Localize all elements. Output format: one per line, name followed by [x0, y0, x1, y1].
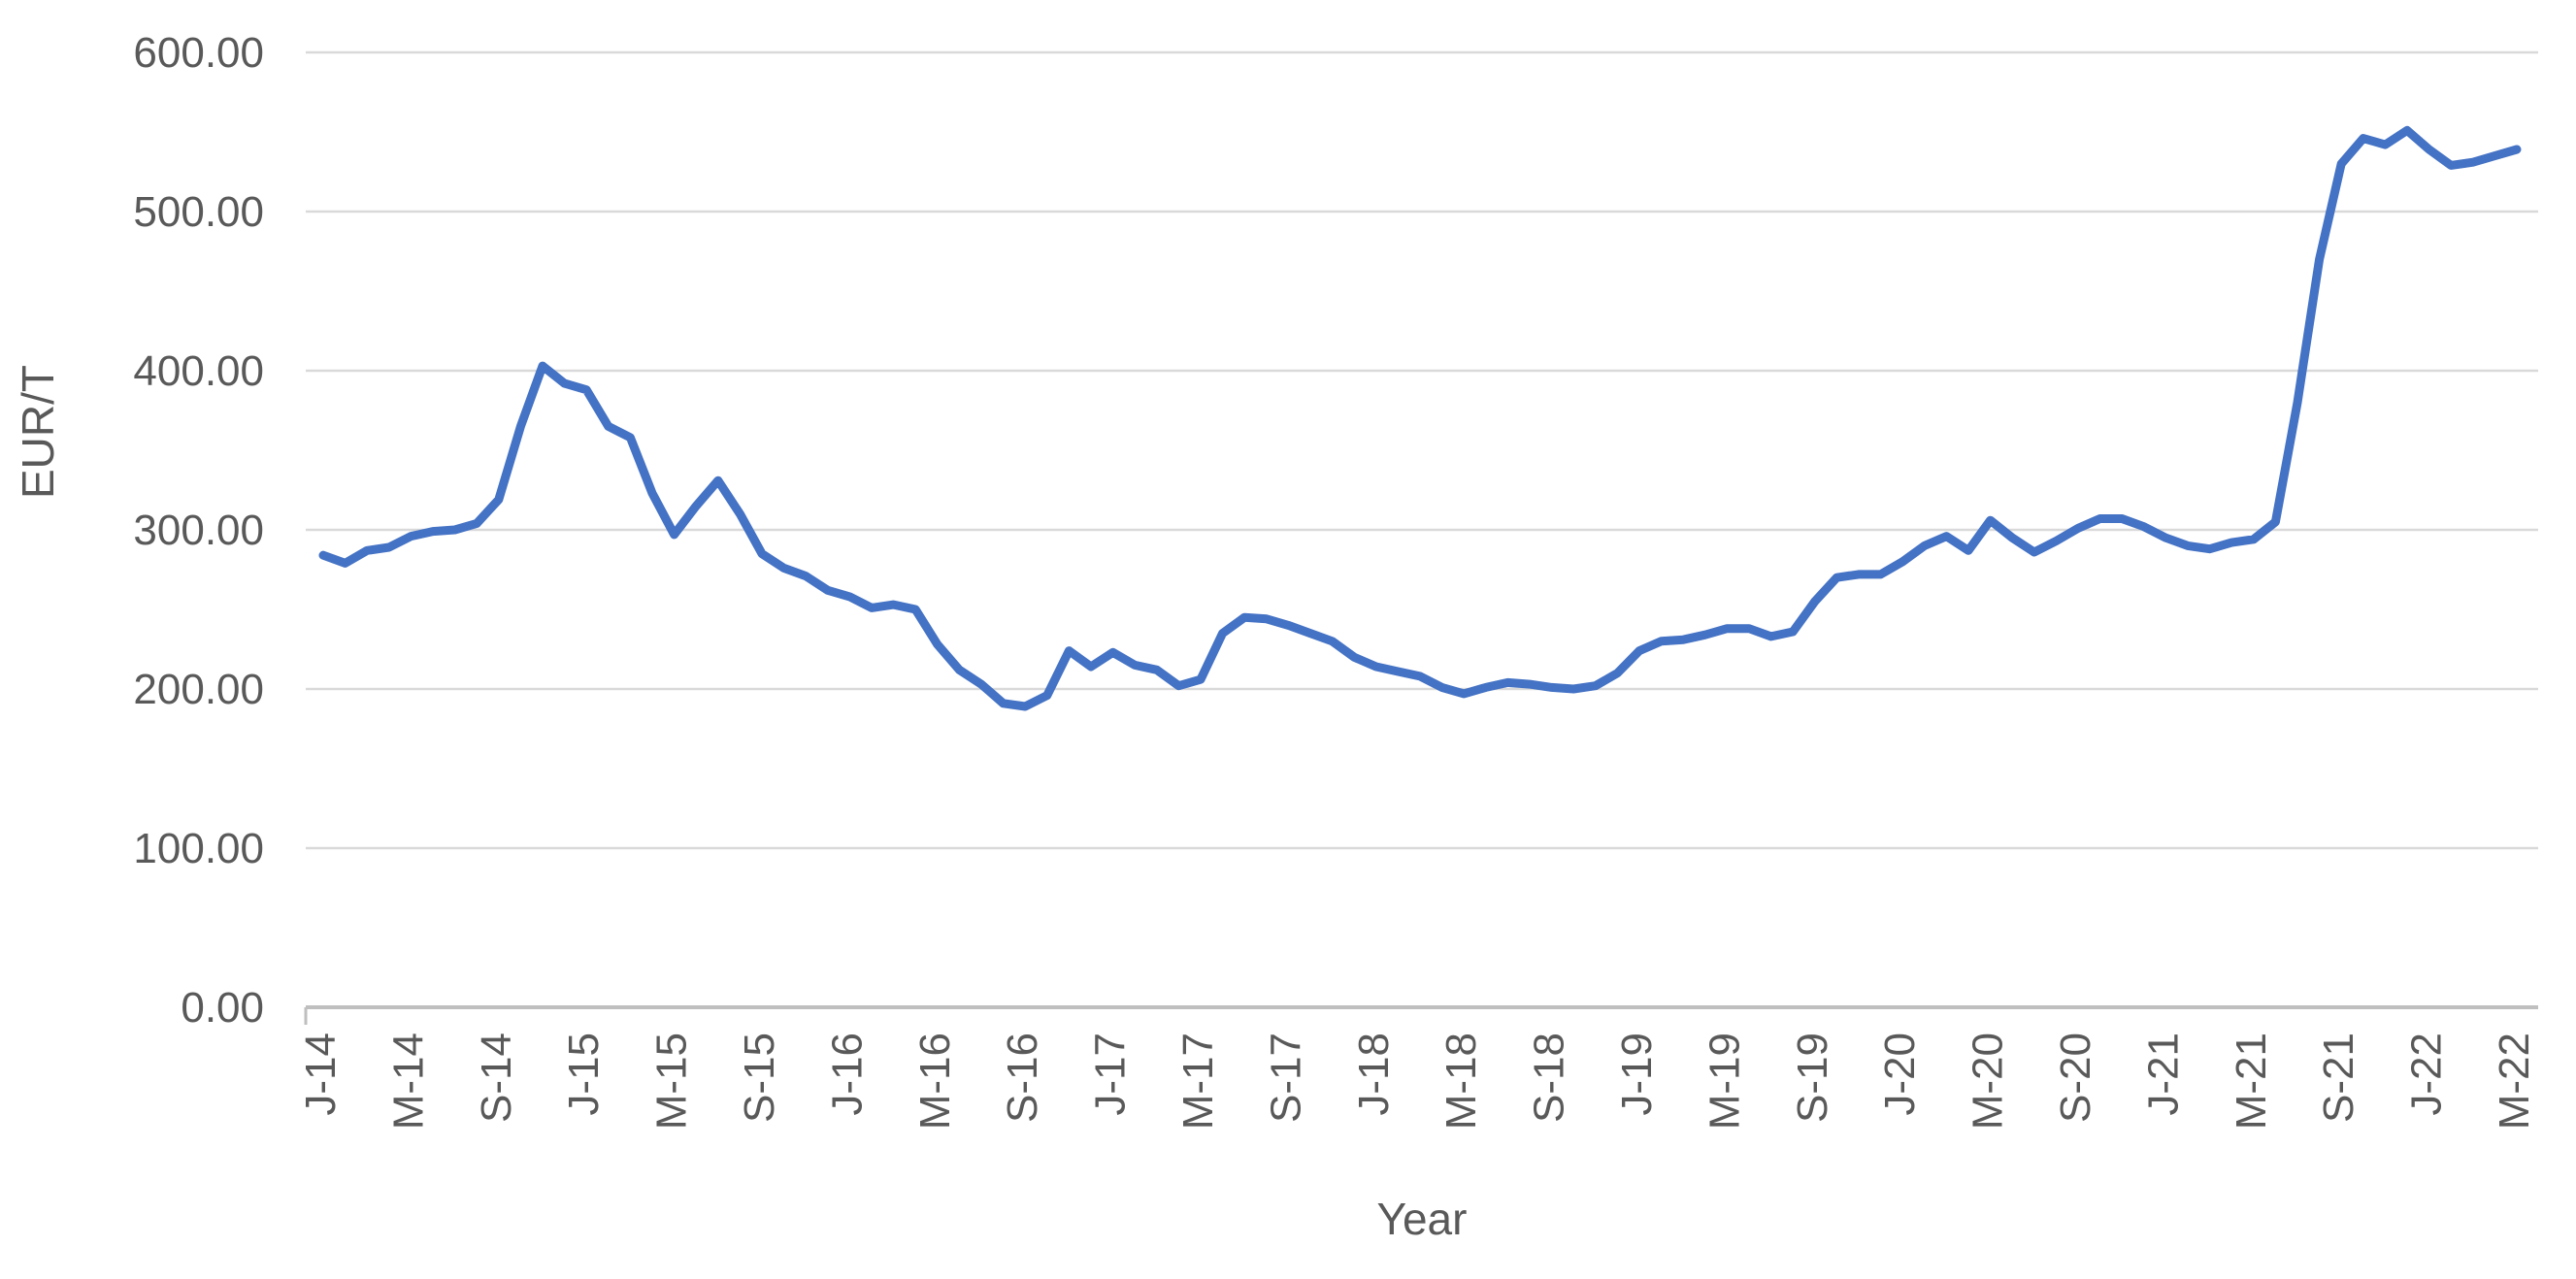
gridlines: [304, 50, 2538, 1025]
y-axis-title: EUR/T: [13, 365, 63, 499]
x-tick-label: S-15: [736, 1033, 783, 1123]
x-tick-label: S-14: [473, 1033, 520, 1123]
y-tick-label: 500.00: [133, 188, 264, 236]
x-tick-label: M-18: [1437, 1033, 1485, 1130]
x-tick-label: S-20: [2052, 1033, 2099, 1123]
y-tick-label: 600.00: [133, 29, 264, 77]
x-tick-label: J-16: [823, 1033, 871, 1116]
x-tick-label: M-14: [384, 1033, 432, 1130]
x-tick-label: J-15: [560, 1033, 608, 1116]
x-tick-label: M-17: [1174, 1033, 1222, 1130]
x-tick-label: M-21: [2228, 1033, 2275, 1130]
x-tick-label: S-19: [1789, 1033, 1836, 1123]
x-tick-label: M-15: [648, 1033, 696, 1130]
y-tick-label: 0.00: [181, 984, 264, 1032]
y-axis-tick-labels: 0.00 100.00 200.00 300.00 400.00 500.00 600.00: [133, 29, 264, 1032]
x-tick-label: J-19: [1613, 1033, 1661, 1116]
x-tick-label: J-21: [2139, 1033, 2187, 1116]
x-tick-label: M-16: [911, 1033, 959, 1130]
x-tick-label: S-18: [1526, 1033, 1573, 1123]
x-tick-label: S-21: [2315, 1033, 2362, 1123]
y-tick-label: 100.00: [133, 825, 264, 872]
x-tick-label: M-22: [2491, 1033, 2538, 1130]
x-tick-label: M-19: [1701, 1033, 1748, 1130]
x-axis-tick-labels: J-14 M-14 S-14 J-15 M-15 S-15 J-16 M-16 S-16 J-17…: [297, 1033, 2538, 1130]
y-tick-label: 400.00: [133, 347, 264, 395]
x-tick-label: S-16: [999, 1033, 1046, 1123]
x-tick-label: J-18: [1350, 1033, 1398, 1116]
x-tick-label: J-20: [1876, 1033, 1924, 1116]
x-tick-label: S-17: [1262, 1033, 1309, 1123]
x-tick-label: J-17: [1087, 1033, 1135, 1116]
x-tick-label: J-22: [2403, 1033, 2451, 1116]
y-tick-label: 200.00: [133, 666, 264, 713]
y-tick-label: 300.00: [133, 507, 264, 554]
price-series-line: [318, 125, 2522, 711]
x-tick-label: J-14: [297, 1033, 345, 1116]
x-tick-label: M-20: [1965, 1033, 2012, 1130]
x-axis-title: Year: [1377, 1194, 1468, 1244]
